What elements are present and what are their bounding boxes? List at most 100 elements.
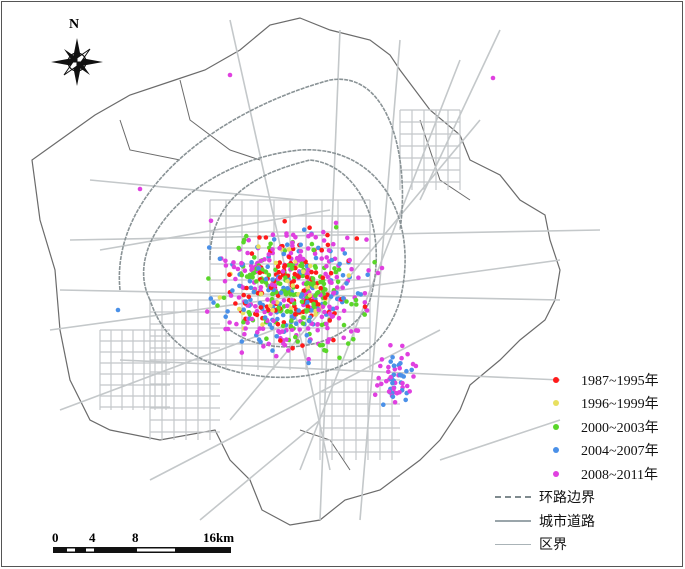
point-marker: [399, 355, 404, 361]
point-marker: [286, 348, 291, 353]
point-marker: [275, 321, 281, 327]
point-marker: [282, 219, 288, 224]
city-road: [199, 419, 321, 521]
point-marker: [314, 281, 320, 286]
point-marker: [295, 273, 300, 278]
point-marker: [225, 309, 230, 314]
point-marker: [327, 311, 333, 317]
point-marker: [243, 326, 248, 331]
point-marker: [381, 402, 386, 408]
point-marker: [285, 278, 290, 284]
point-marker: [222, 278, 228, 284]
point-marker: [293, 334, 298, 340]
point-marker: [384, 378, 389, 384]
point-marker: [258, 258, 264, 264]
point-marker: [296, 308, 302, 313]
point-marker: [254, 279, 259, 284]
point-marker: [379, 265, 385, 271]
point-marker: [242, 268, 248, 274]
point-marker: [257, 300, 263, 306]
point-marker: [249, 260, 254, 265]
point-marker: [310, 276, 316, 281]
point-marker: [319, 314, 325, 320]
point-marker: [241, 292, 246, 298]
point-marker: [283, 275, 288, 280]
point-marker: [225, 326, 231, 332]
point-marker: [379, 381, 384, 387]
point-marker: [356, 275, 361, 281]
point-marker: [323, 321, 329, 327]
point-marker: [362, 300, 368, 305]
district-outline: [31, 17, 561, 526]
point-marker: [364, 237, 369, 242]
point-marker: [324, 263, 329, 269]
point-marker: [313, 255, 319, 261]
point-marker: [309, 308, 314, 313]
point-marker: [331, 337, 336, 343]
point-marker: [328, 270, 334, 276]
point-marker: [345, 341, 351, 346]
point-marker: [233, 301, 238, 306]
point-marker: [306, 360, 311, 366]
legend-item: 环路边界: [495, 486, 659, 510]
point-marker: [273, 260, 279, 266]
point-marker: [325, 325, 330, 331]
point-marker: [270, 277, 275, 282]
point-marker: [410, 361, 416, 367]
point-marker: [328, 294, 334, 299]
point-marker: [325, 274, 331, 280]
point-layer: [115, 72, 496, 408]
point-marker: [248, 263, 254, 269]
point-marker: [372, 259, 377, 265]
city-road: [439, 419, 561, 461]
point-marker: [289, 318, 294, 323]
point-marker: [290, 283, 296, 288]
point-marker: [237, 306, 242, 312]
point-marker: [280, 269, 286, 274]
point-marker: [315, 327, 321, 333]
point-marker: [231, 260, 236, 265]
point-marker: [405, 351, 410, 357]
point-marker: [311, 247, 316, 253]
point-marker: [282, 263, 288, 268]
point-marker: [332, 266, 337, 271]
point-marker: [313, 312, 318, 317]
point-marker: [301, 315, 306, 320]
point-marker: [274, 300, 280, 305]
point-marker: [298, 263, 304, 268]
point-marker: [365, 272, 371, 278]
legend-item: 1996~1999年: [540, 392, 659, 416]
point-marker: [270, 232, 276, 237]
ring-roads: [118, 78, 406, 379]
point-marker: [349, 301, 354, 307]
point-marker: [353, 297, 359, 303]
point-marker: [333, 269, 339, 275]
point-marker: [390, 380, 395, 386]
point-marker: [294, 284, 300, 290]
point-marker: [266, 341, 272, 347]
point-marker: [276, 328, 281, 334]
point-marker: [256, 266, 261, 271]
compass-rose-icon: [51, 38, 103, 86]
point-marker: [237, 283, 242, 289]
point-marker: [362, 291, 368, 296]
point-marker: [331, 290, 337, 296]
point-marker: [230, 288, 235, 293]
point-marker: [263, 269, 269, 275]
point-marker: [275, 316, 280, 322]
point-marker: [341, 308, 347, 314]
point-marker: [305, 246, 311, 251]
scale-tick: 16km: [203, 530, 235, 545]
point-marker: [397, 390, 402, 395]
point-marker: [241, 239, 246, 245]
legend-label: 环路边界: [539, 491, 595, 507]
point-marker: [320, 275, 326, 281]
point-marker: [390, 394, 396, 400]
point-marker: [298, 242, 304, 248]
point-marker: [354, 302, 359, 307]
point-marker: [325, 339, 331, 345]
point-marker: [326, 248, 332, 253]
point-marker: [391, 386, 397, 391]
point-marker: [319, 322, 325, 328]
